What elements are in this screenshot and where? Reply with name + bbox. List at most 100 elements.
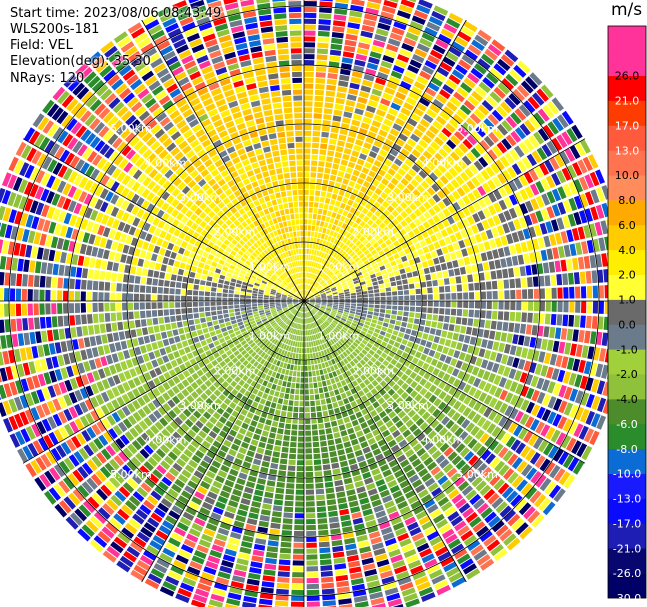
velocity-gate: [316, 60, 327, 67]
velocity-gate: [436, 361, 444, 369]
velocity-gate: [287, 303, 293, 306]
velocity-gate: [361, 167, 370, 175]
velocity-gate: [58, 460, 71, 474]
velocity-gate: [304, 254, 306, 260]
velocity-gate: [346, 320, 352, 325]
velocity-gate: [595, 187, 606, 202]
velocity-gate: [315, 299, 321, 301]
velocity-gate: [380, 163, 389, 172]
velocity-gate: [318, 535, 330, 542]
velocity-gate: [375, 77, 387, 86]
velocity-gate: [365, 68, 377, 76]
velocity-gate: [299, 413, 304, 419]
velocity-gate: [315, 284, 320, 289]
velocity-gate: [222, 305, 228, 310]
velocity-gate: [547, 101, 560, 115]
velocity-gate: [410, 295, 416, 300]
velocity-gate: [170, 565, 184, 576]
velocity-gate: [540, 365, 549, 377]
velocity-gate: [368, 301, 374, 304]
velocity-gate: [117, 508, 130, 521]
velocity-gate: [409, 306, 416, 312]
velocity-gate: [298, 318, 301, 324]
velocity-gate: [229, 429, 237, 437]
velocity-gate: [580, 315, 586, 328]
velocity-gate: [332, 115, 342, 122]
velocity-gate: [286, 351, 291, 358]
velocity-gate: [306, 548, 318, 554]
velocity-gate: [305, 471, 314, 478]
velocity-gate: [601, 332, 609, 346]
velocity-gate: [139, 504, 152, 516]
velocity-gate: [159, 552, 173, 564]
velocity-gate: [485, 95, 498, 108]
velocity-gate: [443, 394, 452, 404]
velocity-gate: [321, 362, 326, 369]
velocity-gate: [369, 206, 377, 214]
velocity-gate: [306, 595, 320, 601]
velocity-gate: [539, 301, 545, 312]
velocity-gate: [305, 436, 312, 442]
velocity-gate: [186, 566, 201, 576]
velocity-gate: [226, 385, 234, 392]
velocity-gate: [360, 266, 366, 271]
velocity-gate: [334, 182, 341, 189]
velocity-gate: [260, 509, 271, 516]
velocity-gate: [375, 453, 384, 462]
velocity-gate: [352, 169, 360, 177]
velocity-gate: [283, 506, 294, 513]
velocity-gate: [193, 364, 201, 372]
velocity-gate: [314, 275, 319, 281]
velocity-gate: [312, 308, 317, 313]
velocity-gate: [351, 244, 358, 251]
velocity-gate: [319, 345, 323, 351]
velocity-gate: [252, 414, 260, 422]
velocity-gate: [207, 604, 216, 607]
velocity-gate: [392, 429, 401, 438]
velocity-gate: [282, 330, 287, 336]
velocity-gate: [240, 441, 249, 449]
velocity-gate: [412, 428, 422, 437]
velocity-gate: [498, 301, 504, 310]
velocity-gate: [557, 369, 566, 383]
velocity-gate: [463, 256, 471, 266]
velocity-gate: [478, 380, 487, 390]
velocity-gate: [421, 307, 427, 313]
velocity-gate: [366, 580, 381, 589]
velocity-gate: [380, 254, 387, 261]
velocity-gate: [406, 323, 413, 329]
velocity-gate: [23, 332, 31, 346]
velocity-gate: [449, 277, 456, 285]
velocity-gate: [357, 491, 368, 500]
velocity-gate: [319, 338, 323, 345]
velocity-gate: [350, 335, 356, 341]
velocity-gate: [324, 422, 331, 429]
velocity-gate: [427, 405, 437, 414]
velocity-gate: [286, 332, 290, 338]
velocity-gate: [258, 441, 266, 449]
velocity-gate: [226, 376, 233, 384]
velocity-gate: [306, 530, 317, 537]
velocity-gate: [368, 256, 375, 262]
velocity-gate: [182, 370, 191, 378]
velocity-gate: [291, 578, 304, 584]
velocity-gate: [326, 348, 331, 354]
velocity-gate: [491, 39, 506, 52]
velocity-gate: [134, 311, 140, 319]
velocity-gate: [325, 328, 330, 334]
velocity-gate: [312, 308, 318, 313]
velocity-gate: [345, 332, 351, 338]
velocity-gate: [313, 268, 317, 274]
velocity-gate: [305, 430, 312, 436]
velocity-gate: [444, 484, 456, 495]
velocity-gate: [358, 212, 366, 220]
velocity-gate: [365, 136, 375, 144]
velocity-gate: [371, 145, 380, 154]
velocity-gate: [365, 7, 379, 16]
velocity-gate: [372, 315, 379, 320]
velocity-gate: [275, 487, 285, 494]
velocity-gate: [351, 0, 365, 7]
velocity-gate: [581, 301, 587, 314]
velocity-gate: [350, 578, 364, 586]
velocity-gate: [128, 495, 141, 507]
